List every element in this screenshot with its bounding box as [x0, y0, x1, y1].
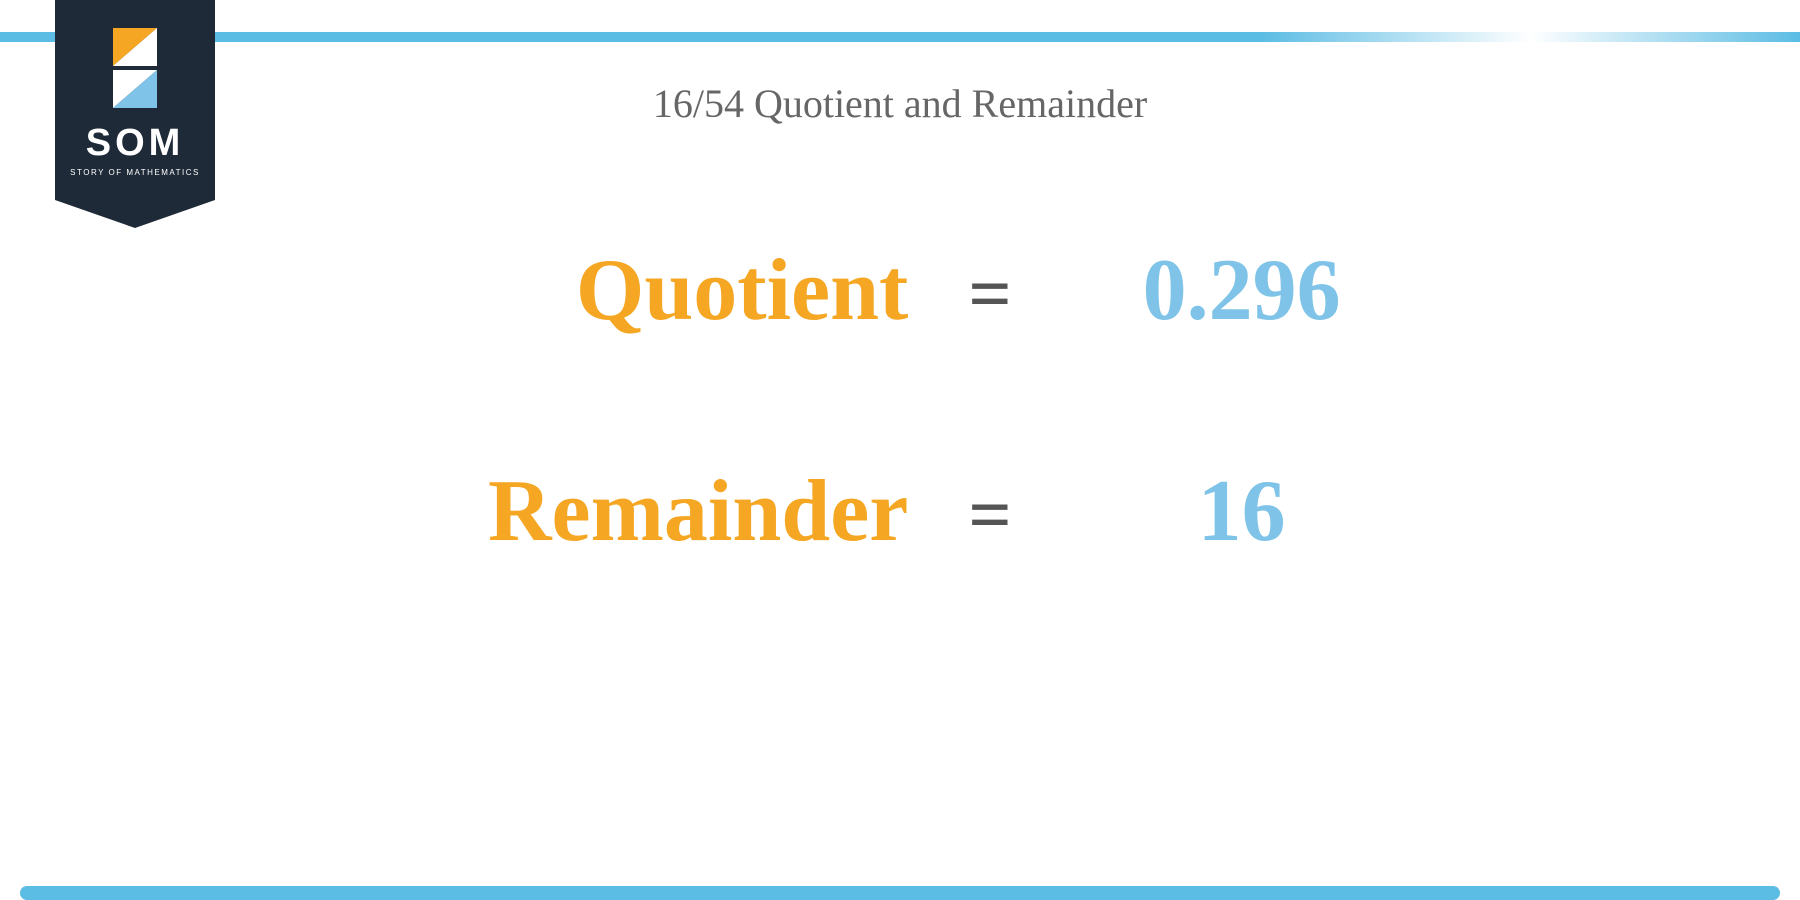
- quotient-label: Quotient: [388, 240, 908, 341]
- quotient-row: Quotient = 0.296: [388, 240, 1411, 341]
- logo-text: SOM: [55, 122, 215, 165]
- top-accent-bar: [0, 32, 1800, 42]
- logo-subtitle: STORY OF MATHEMATICS: [55, 168, 215, 177]
- quotient-value: 0.296: [1072, 240, 1412, 341]
- remainder-row: Remainder = 16: [388, 461, 1411, 562]
- remainder-label: Remainder: [388, 461, 908, 562]
- logo-badge: SOM STORY OF MATHEMATICS: [55, 0, 215, 200]
- top-bar-right-gradient: [1260, 32, 1800, 42]
- remainder-value: 16: [1072, 461, 1412, 562]
- bottom-accent-bar: [20, 886, 1780, 900]
- equals-sign: =: [968, 251, 1011, 338]
- content-area: Quotient = 0.296 Remainder = 16: [0, 240, 1800, 562]
- page-title: 16/54 Quotient and Remainder: [0, 80, 1800, 127]
- logo-icon: [103, 28, 167, 108]
- equals-sign: =: [968, 472, 1011, 559]
